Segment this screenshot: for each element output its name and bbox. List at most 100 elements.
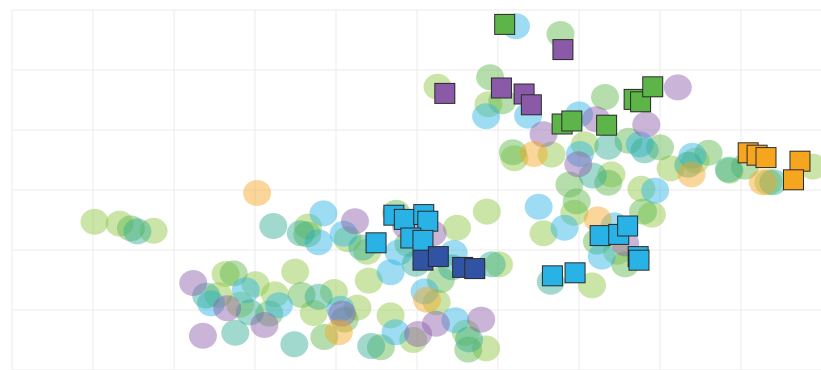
scatter-point-circle — [678, 142, 707, 169]
scatter-point-circle — [565, 141, 594, 167]
scatter-point-square — [494, 13, 516, 35]
scatter-point-circle — [264, 292, 293, 319]
scatter-point-circle — [280, 331, 309, 358]
scatter-point-circle — [304, 283, 333, 310]
scatter-point-circle — [287, 282, 316, 308]
scatter-point-square — [464, 258, 486, 280]
scatter-point-circle — [597, 161, 626, 188]
scatter-point-circle — [381, 319, 410, 346]
scatter-point-circle — [309, 200, 338, 227]
scatter-point-circle — [485, 251, 514, 278]
scatter-point-circle — [472, 335, 501, 362]
scatter-point-circle — [299, 300, 328, 326]
scatter-point-circle — [341, 208, 370, 235]
scatter-point-circle — [550, 214, 579, 241]
scatter-point-circle — [715, 157, 744, 184]
scatter-point-circle — [410, 278, 439, 305]
scatter-point-circle — [221, 319, 250, 346]
scatter-point-square — [490, 77, 512, 99]
scatter-point-square — [617, 215, 639, 237]
scatter-point-square — [642, 76, 664, 98]
scatter-point-circle — [139, 217, 168, 244]
scatter-point-circle — [472, 103, 501, 130]
scatter-point-circle — [399, 327, 428, 353]
scatter-point-circle — [357, 333, 386, 359]
scatter-point-circle — [694, 139, 723, 166]
scatter-point-circle — [560, 199, 589, 226]
scatter-point-circle — [641, 177, 670, 204]
scatter-point-circle — [663, 74, 692, 101]
scatter-point-circle — [219, 260, 248, 287]
scatter-point-circle — [537, 141, 566, 168]
scatter-point-circle — [646, 134, 675, 161]
grid — [11, 9, 821, 370]
scatter-point-circle — [293, 221, 322, 248]
scatter-point-circle — [674, 151, 703, 178]
scatter-point-circle — [590, 84, 619, 110]
scatter-point-circle — [366, 334, 395, 361]
scatter-point-circle — [294, 213, 323, 240]
scatter-point-circle — [123, 218, 152, 245]
scatter-point-circle — [677, 161, 706, 188]
scatter-point-circle — [192, 282, 221, 309]
scatter-point-circle — [286, 220, 315, 247]
scatter-point-circle — [330, 306, 359, 333]
scatter-point-circle — [197, 290, 226, 317]
scatter-point-circle — [570, 131, 599, 158]
scatter-point-circle — [211, 261, 240, 287]
scatter-point-circle — [310, 324, 339, 350]
scatter-point-square — [561, 110, 583, 132]
scatter-point-square — [564, 262, 586, 284]
scatter-point-circle — [376, 302, 405, 329]
scatter-point-circle — [304, 229, 333, 256]
scatter-point-circle — [562, 188, 591, 215]
scatter-point-circle — [524, 193, 553, 220]
scatter-point-circle — [454, 336, 483, 363]
scatter-point-circle — [243, 180, 272, 206]
scatter-point-circle — [329, 220, 358, 247]
scatter-point-circle — [614, 127, 643, 154]
scatter-point-square — [427, 246, 449, 268]
scatter-point-circle — [235, 299, 264, 326]
scatter-point-circle — [80, 208, 109, 235]
scatter-point-circle — [333, 226, 362, 253]
scatter-point-circle — [319, 279, 348, 305]
scatter-point-square — [552, 39, 574, 61]
scatter-point-circle — [404, 321, 433, 347]
scatter-point-circle — [681, 147, 710, 174]
scatter-point-circle — [594, 169, 623, 196]
scatter-point-circle — [587, 243, 616, 270]
scatter-point-circle — [259, 213, 288, 239]
scatter-point-square — [365, 232, 387, 254]
scatter-point-circle — [519, 141, 548, 167]
scatter-point-circle — [231, 277, 260, 304]
scatter-point-circle — [422, 289, 451, 316]
scatter-point-circle — [467, 306, 496, 333]
scatter-point-square — [628, 249, 650, 271]
scatter-point-circle — [759, 169, 788, 196]
scatter-point-circle — [455, 326, 484, 353]
scatter-point-circle — [555, 171, 584, 198]
scatter-point-circle — [529, 121, 558, 148]
scatter-point-circle — [529, 220, 558, 247]
scatter-point-circle — [625, 131, 654, 158]
scatter-point-circle — [630, 137, 659, 164]
scatter-point-circle — [656, 155, 685, 182]
scatter-point-circle — [594, 133, 623, 160]
scatter-point-circle — [754, 169, 783, 196]
scatter-point-square — [589, 225, 611, 247]
square-markers — [365, 13, 811, 287]
scatter-point-circle — [324, 319, 353, 346]
scatter-point-circle — [578, 162, 607, 189]
scatter-point-circle — [179, 270, 208, 296]
scatter-point-circle — [441, 307, 470, 334]
scatter-point-circle — [105, 210, 134, 237]
scatter-point-circle — [426, 267, 455, 293]
scatter-point-circle — [255, 300, 284, 327]
scatter-point-square — [782, 169, 804, 191]
scatter-point-circle — [472, 198, 501, 225]
scatter-point-circle — [627, 175, 656, 202]
scatter-point-circle — [376, 259, 405, 286]
scatter-point-circle — [714, 156, 743, 183]
